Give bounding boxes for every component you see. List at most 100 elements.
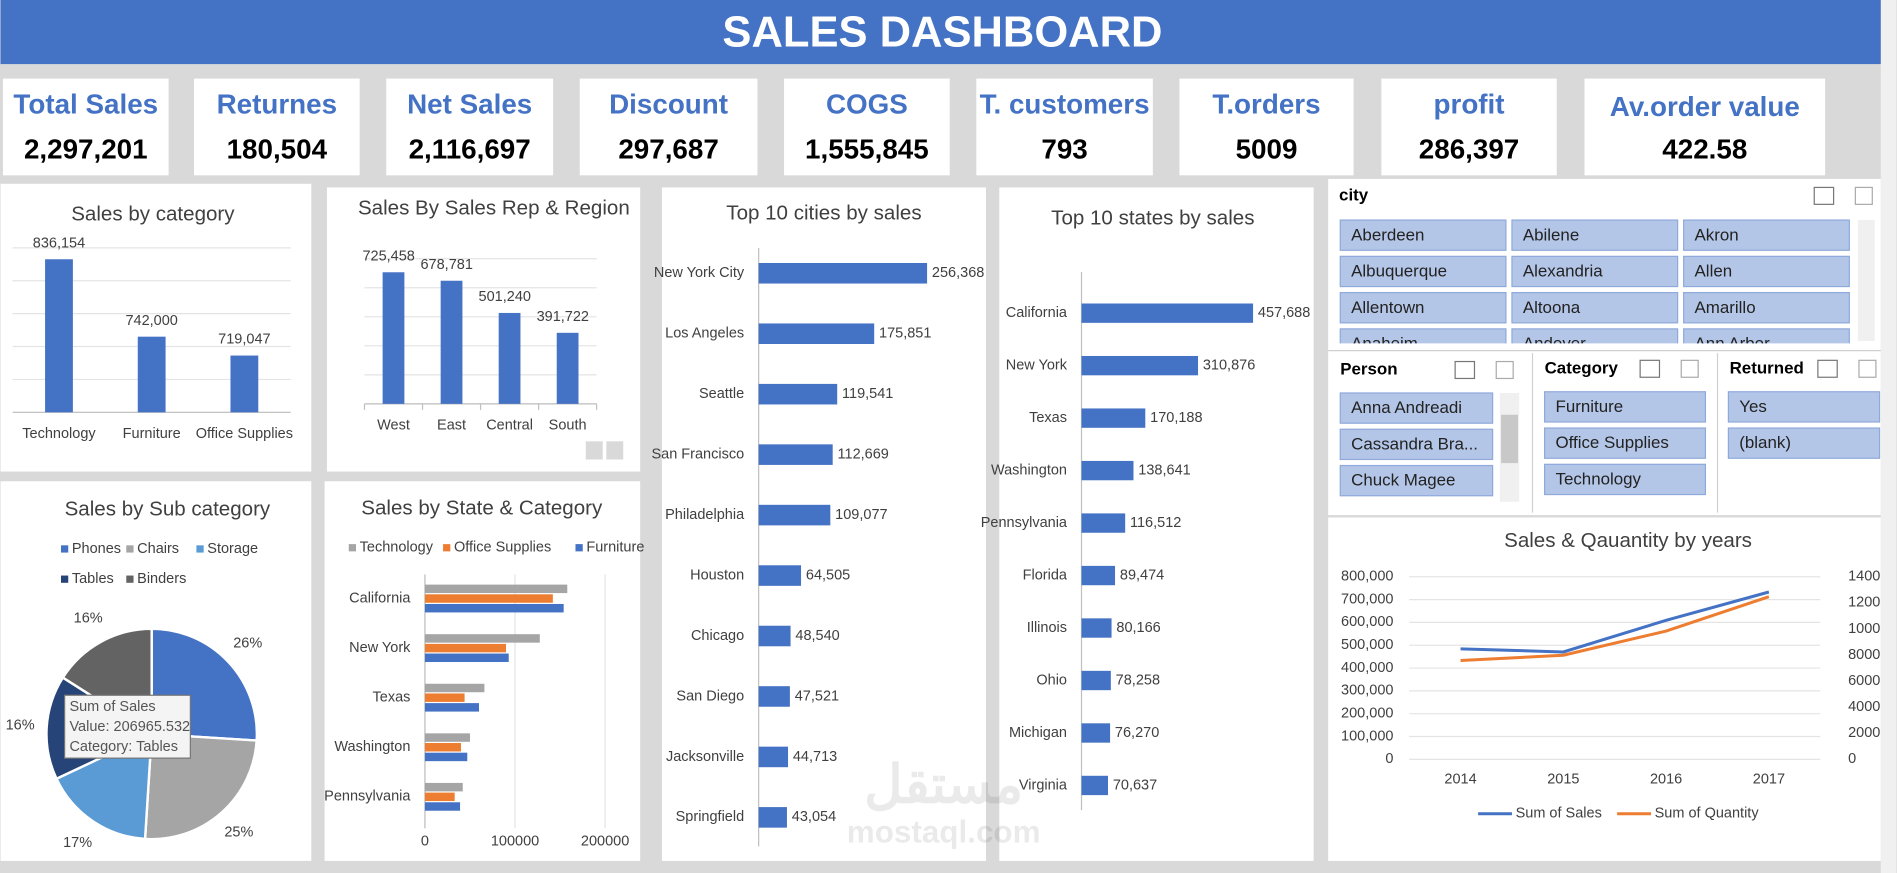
bar [424,683,485,693]
slicer-item-label: Anna Andreadi [1351,398,1462,417]
title-bar [0,0,1881,65]
slicer-item[interactable] [1339,328,1507,359]
legend-swatch [126,545,134,553]
slicer-item[interactable] [1727,427,1881,459]
kpi-card [1381,78,1557,176]
value-label: 119,541 [842,386,893,402]
x-tick-label: South [549,417,587,433]
y-tick-label: Los Angeles [665,326,744,342]
clear-filter-button[interactable] [1858,359,1877,378]
slicer-item-label: Altoona [1523,298,1581,317]
bar [424,752,468,762]
slicer-item[interactable] [1511,292,1679,324]
expand-button[interactable] [585,441,603,460]
value-label: 48,540 [795,628,839,644]
y-tick-label: Texas [1029,410,1067,426]
bar [1081,670,1111,691]
y2-tick-label: 8000 [1848,647,1880,663]
bar [758,746,789,768]
y-tick-label: San Diego [676,688,744,704]
kpi-card [1179,78,1354,176]
bar [1081,460,1134,481]
chart-title: Top 10 states by sales [1051,206,1254,229]
x-tick-label: Central [486,417,533,433]
slicer-title: Returned [1730,358,1804,377]
bar [424,782,463,792]
legend-swatch [60,545,69,553]
slicer-item-label: Chuck Magee [1351,471,1455,490]
value-label: 70,637 [1113,777,1157,793]
x-tick-label: 0 [421,833,429,849]
y-tick-label: Houston [690,567,744,583]
bar [1081,723,1111,743]
bar [1081,775,1108,796]
y-tick-label: Washington [334,739,410,755]
slicer-item[interactable] [1511,255,1679,288]
x-tick-label: West [377,417,410,433]
bar [1081,565,1116,586]
slicer-item-label: Anaheim [1351,334,1418,353]
slicer-item[interactable] [1339,464,1494,497]
bar [382,272,405,404]
tooltip-text: Sum of Sales [69,699,155,715]
value-label: 80,166 [1116,620,1160,636]
value-label: 310,876 [1203,357,1255,373]
multi-select-button[interactable] [1454,360,1476,380]
clear-filter-button[interactable] [1680,359,1699,378]
slicer-item[interactable] [1727,391,1881,423]
slicer-item-label: Alexandria [1523,262,1603,281]
slicer-item[interactable] [1683,219,1850,251]
bar [137,336,166,413]
y-tick-label: 800,000 [1341,569,1393,585]
series-line [1460,590,1770,654]
clear-filter-button[interactable] [1854,186,1873,205]
multi-select-button[interactable] [1813,186,1835,205]
kpi-label: Av.order value [1610,91,1800,122]
scrollbar [1857,220,1875,341]
kpi-value: 2,116,697 [409,133,531,164]
slicer-item[interactable] [1683,328,1850,359]
slicer-item[interactable] [1511,219,1679,251]
x-tick-label: Furniture [123,426,181,442]
kpi-label: T. customers [980,89,1150,120]
value-label: 138,641 [1138,462,1190,478]
legend-label: Technology [360,540,434,556]
slicer-item[interactable] [1339,255,1507,288]
legend-label: Office Supplies [454,540,551,556]
multi-select-button[interactable] [1639,359,1661,378]
clear-filter-button[interactable] [1495,360,1514,380]
slicer-item[interactable] [1339,219,1507,251]
x-tick-label: 100000 [491,833,539,849]
slicer-item[interactable] [1511,328,1679,359]
kpi-card [976,78,1153,176]
collapse-button[interactable] [606,441,624,460]
slicer-item-label: Allentown [1351,298,1424,317]
bar [424,634,540,643]
multi-select-button[interactable] [1817,359,1838,378]
panel [327,187,641,472]
y-tick-label: 300,000 [1341,683,1393,699]
slicer-item[interactable] [1339,428,1494,461]
chart-title: Sales By Sales Rep & Region [358,197,630,220]
value-label: 64,505 [806,567,850,583]
slicer-item-label: Amarillo [1695,298,1756,317]
y-tick-label: San Francisco [651,446,744,462]
slicer-item[interactable] [1544,427,1707,459]
kpi-label: Returnes [217,89,337,120]
bar [424,693,465,702]
y-tick-label: 600,000 [1341,614,1393,630]
y-tick-label: Florida [1023,567,1068,583]
slicer-item[interactable] [1339,292,1507,324]
legend-label: Sum of Quantity [1655,806,1760,822]
slicer-item[interactable] [1683,255,1850,288]
tooltip-text: Value: 206965.532 [69,719,190,735]
slicer-item[interactable] [1544,463,1707,496]
slicer-item[interactable] [1339,392,1494,424]
bar [1081,618,1112,638]
bar [758,444,833,465]
slicer-item[interactable] [1544,391,1707,423]
slicer-title: Category [1545,358,1619,377]
slicer-item[interactable] [1683,292,1850,324]
value-label: 725,458 [362,248,414,264]
